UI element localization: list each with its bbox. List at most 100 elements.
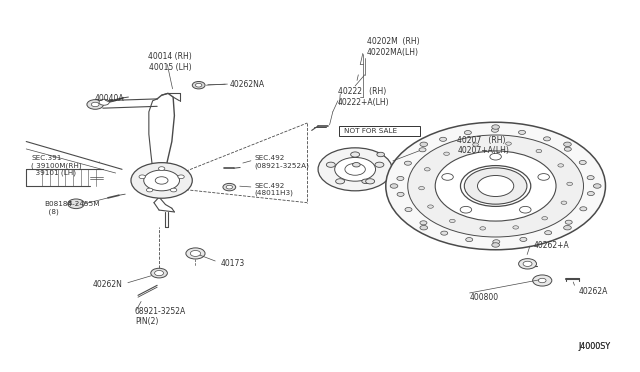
Circle shape <box>449 219 455 222</box>
Circle shape <box>139 175 145 179</box>
Circle shape <box>155 270 164 276</box>
Circle shape <box>362 179 369 183</box>
Circle shape <box>464 168 527 204</box>
Circle shape <box>440 137 447 141</box>
Text: NOT FOR SALE: NOT FOR SALE <box>344 128 397 134</box>
Circle shape <box>223 183 236 191</box>
Circle shape <box>465 131 472 135</box>
Circle shape <box>435 151 556 221</box>
Circle shape <box>520 237 527 241</box>
Circle shape <box>390 184 398 188</box>
Circle shape <box>99 99 109 105</box>
Circle shape <box>131 163 192 198</box>
Circle shape <box>401 163 409 167</box>
Text: 40014 (RH)
40015 (LH): 40014 (RH) 40015 (LH) <box>148 52 192 71</box>
Circle shape <box>159 167 165 170</box>
Circle shape <box>353 163 360 167</box>
Circle shape <box>186 248 205 259</box>
Circle shape <box>345 163 365 175</box>
Circle shape <box>593 184 601 188</box>
Circle shape <box>561 201 567 204</box>
Text: 40207   (RH)
40207+A(LH): 40207 (RH) 40207+A(LH) <box>458 135 509 155</box>
Circle shape <box>542 217 548 220</box>
Text: B08184-2455M
  (8): B08184-2455M (8) <box>44 202 100 215</box>
Circle shape <box>428 205 433 208</box>
Circle shape <box>178 175 184 179</box>
FancyBboxPatch shape <box>339 126 420 136</box>
Circle shape <box>441 231 448 235</box>
Circle shape <box>335 157 376 181</box>
Circle shape <box>375 162 384 167</box>
Circle shape <box>420 225 428 230</box>
Circle shape <box>386 122 605 250</box>
Circle shape <box>408 135 584 237</box>
Circle shape <box>567 182 573 186</box>
Circle shape <box>523 261 532 266</box>
Circle shape <box>558 164 564 167</box>
Circle shape <box>392 179 399 183</box>
Circle shape <box>564 147 572 151</box>
Circle shape <box>493 240 500 244</box>
Circle shape <box>397 176 404 180</box>
Circle shape <box>424 168 430 171</box>
Circle shape <box>68 199 84 209</box>
Circle shape <box>543 137 550 141</box>
Circle shape <box>144 170 179 191</box>
Circle shape <box>351 152 360 157</box>
Circle shape <box>156 177 168 184</box>
Circle shape <box>579 160 586 164</box>
Circle shape <box>518 130 525 134</box>
Circle shape <box>492 243 499 247</box>
Circle shape <box>520 206 531 213</box>
Text: 40262NA: 40262NA <box>229 80 264 89</box>
Circle shape <box>92 102 99 107</box>
Ellipse shape <box>324 155 385 183</box>
Text: 40173: 40173 <box>221 259 245 268</box>
Circle shape <box>147 188 153 192</box>
Circle shape <box>326 162 335 167</box>
Circle shape <box>532 275 552 286</box>
Text: B: B <box>68 201 72 206</box>
Circle shape <box>492 125 499 129</box>
Circle shape <box>404 161 412 165</box>
Circle shape <box>564 225 572 230</box>
Text: 40262N: 40262N <box>92 280 122 289</box>
Circle shape <box>318 148 392 191</box>
Circle shape <box>538 174 549 180</box>
Circle shape <box>460 166 531 206</box>
Circle shape <box>564 142 572 147</box>
Text: SEC.391
( 39100M(RH)
  39101 (LH): SEC.391 ( 39100M(RH) 39101 (LH) <box>31 155 82 176</box>
Circle shape <box>587 176 594 180</box>
Circle shape <box>420 142 428 147</box>
Text: 08921-3252A
PIN(2): 08921-3252A PIN(2) <box>135 307 186 326</box>
Text: 40222   (RH)
40222+A(LH): 40222 (RH) 40222+A(LH) <box>338 87 390 107</box>
Circle shape <box>419 148 426 152</box>
Circle shape <box>226 185 232 189</box>
Circle shape <box>588 192 595 196</box>
Circle shape <box>397 192 404 196</box>
Circle shape <box>419 186 424 190</box>
Circle shape <box>170 188 177 192</box>
Circle shape <box>477 176 514 196</box>
Circle shape <box>580 207 587 211</box>
Circle shape <box>420 221 427 225</box>
Circle shape <box>405 208 412 212</box>
Circle shape <box>480 227 486 230</box>
Circle shape <box>151 268 168 278</box>
Circle shape <box>492 128 499 132</box>
Circle shape <box>87 100 104 109</box>
Text: 400800: 400800 <box>470 293 499 302</box>
Text: 40040A: 40040A <box>95 94 124 103</box>
Circle shape <box>490 153 501 160</box>
Circle shape <box>335 179 344 184</box>
Circle shape <box>518 259 536 269</box>
Text: 40202M  (RH)
40202MA(LH): 40202M (RH) 40202MA(LH) <box>367 37 419 57</box>
Text: SEC.492
(08921-3252A): SEC.492 (08921-3252A) <box>255 155 310 169</box>
Circle shape <box>377 152 385 157</box>
Circle shape <box>545 231 552 235</box>
Text: J4000SY: J4000SY <box>579 341 611 350</box>
Circle shape <box>473 143 479 146</box>
Text: SEC.492
(48011H3): SEC.492 (48011H3) <box>255 183 294 196</box>
Circle shape <box>444 152 449 155</box>
Circle shape <box>506 142 511 145</box>
